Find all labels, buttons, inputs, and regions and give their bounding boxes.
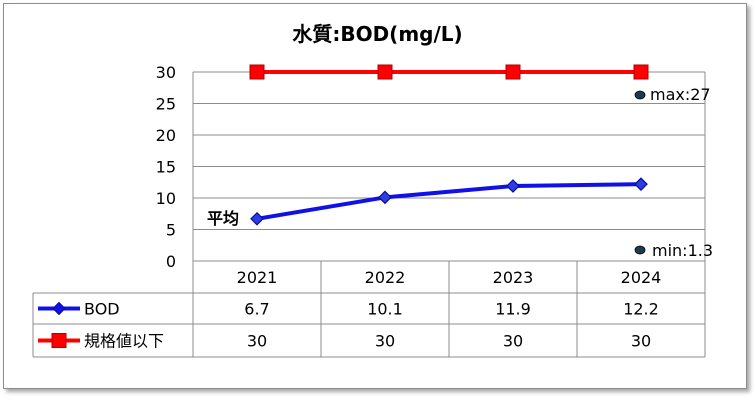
y-tick-label: 20 <box>156 126 176 145</box>
max-marker <box>634 90 646 100</box>
y-tick-label: 0 <box>166 252 176 271</box>
y-tick-label: 5 <box>166 221 176 240</box>
x-category-label: 2021 <box>237 268 278 287</box>
table-cell-value: 11.9 <box>495 300 531 319</box>
series-line <box>256 182 642 221</box>
table-cell-value: 30 <box>375 332 395 351</box>
table-cell-value: 30 <box>631 332 651 351</box>
table-cell-value: 10.1 <box>367 300 403 319</box>
table-cell-value: 12.2 <box>623 300 659 319</box>
legend-marker-diamond <box>52 301 66 316</box>
data-point-limit <box>249 64 265 80</box>
data-point-bod <box>506 179 520 193</box>
y-tick-label: 30 <box>156 63 176 82</box>
table-row-label: BOD <box>84 300 120 319</box>
max-label: max:27 <box>650 85 711 104</box>
data-point-bod <box>250 211 264 226</box>
data-point-bod <box>378 190 392 205</box>
x-category-label: 2023 <box>493 268 534 287</box>
min-marker <box>634 245 646 255</box>
table-cell-value: 30 <box>247 332 267 351</box>
chart-frame <box>3 3 747 389</box>
table-cell-value: 6.7 <box>244 300 269 319</box>
table-cell-value: 30 <box>503 332 523 351</box>
average-label: 平均 <box>207 209 239 228</box>
legend-marker-square <box>51 333 67 348</box>
data-point-limit <box>377 64 393 80</box>
y-tick-label: 15 <box>156 158 176 177</box>
chart-title: 水質:BOD(mg/L) <box>292 22 463 46</box>
data-point-limit <box>633 64 649 80</box>
min-label: min:1.3 <box>652 241 713 260</box>
table-row-label: 規格値以下 <box>84 332 164 351</box>
x-category-label: 2022 <box>365 268 406 287</box>
y-tick-label: 10 <box>156 189 176 208</box>
y-tick-label: 25 <box>156 95 176 114</box>
data-point-bod <box>634 177 648 191</box>
data-point-limit <box>505 64 521 80</box>
x-category-label: 2024 <box>621 268 662 287</box>
